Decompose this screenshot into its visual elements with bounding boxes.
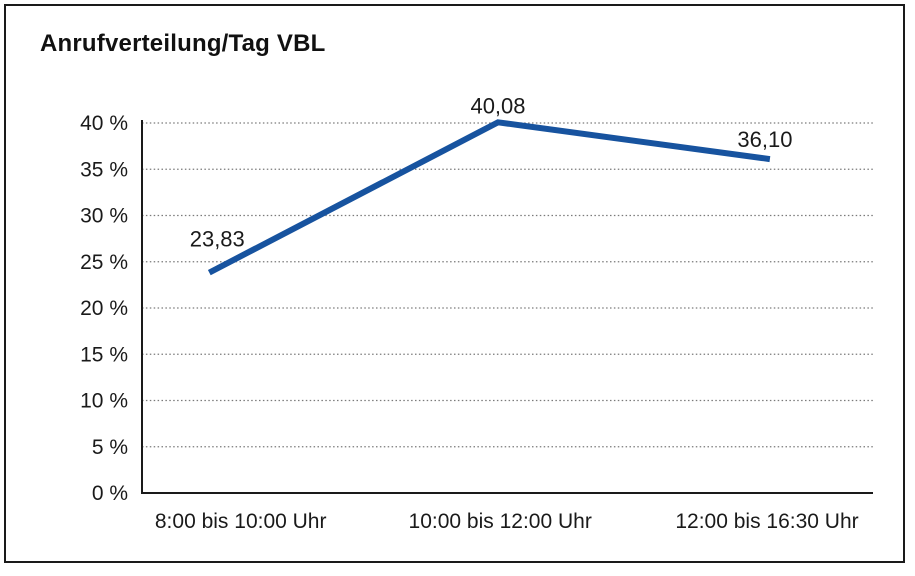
chart-title: Anrufverteilung/Tag VBL (40, 30, 326, 57)
y-tick-label: 10 % (80, 390, 128, 413)
y-tick-label: 5 % (92, 436, 128, 459)
y-tick-label: 40 % (80, 112, 128, 135)
y-tick-label: 25 % (80, 251, 128, 274)
x-category-label: 12:00 bis 16:30 Uhr (675, 510, 858, 533)
data-point-label: 40,08 (470, 93, 525, 118)
series-line (207, 119, 771, 276)
data-point-label: 36,10 (737, 127, 792, 152)
y-tick-label: 20 % (80, 297, 128, 320)
data-point-label: 23,83 (190, 227, 245, 252)
y-tick-label: 15 % (80, 343, 128, 366)
x-category-label: 10:00 bis 12:00 Uhr (409, 510, 592, 533)
chart-border-frame (4, 4, 905, 563)
y-tick-label: 30 % (80, 205, 128, 228)
y-tick-label: 0 % (92, 482, 128, 505)
x-category-label: 8:00 bis 10:00 Uhr (155, 510, 327, 533)
y-tick-label: 35 % (80, 158, 128, 181)
